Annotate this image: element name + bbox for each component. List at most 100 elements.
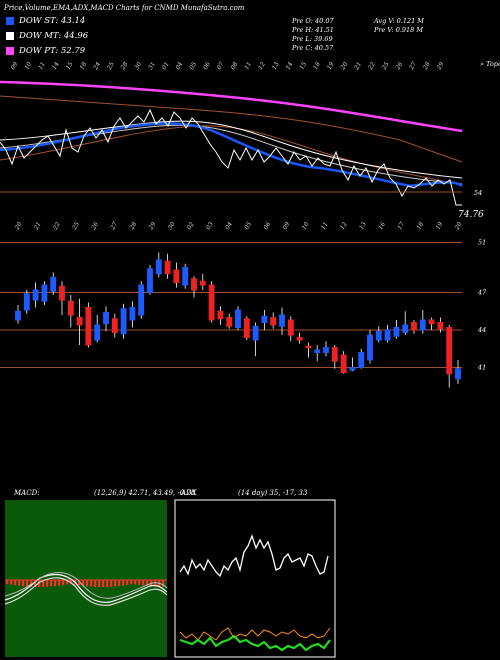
page-title: Price,Volume,EMA,ADX,MACD Charts for CNM…: [4, 4, 245, 12]
macd-bar: [138, 580, 141, 585]
macd-bar: [118, 580, 121, 586]
candle-body: [41, 284, 48, 302]
macd-bar: [126, 580, 129, 585]
macd-signal-line: [4, 577, 168, 606]
candle-body: [419, 319, 426, 331]
lower-date-label: 12: [339, 221, 349, 231]
candle-body: [138, 284, 145, 316]
macd-bar: [122, 580, 125, 586]
adx-di-minus-line: [179, 627, 331, 641]
candle-body: [155, 259, 162, 275]
upper-date-label: 14: [51, 61, 61, 71]
candle-body: [94, 324, 101, 341]
legend-dow-pt: DOW PT: 52.79: [6, 46, 85, 56]
lower-date-label: 11: [320, 221, 330, 231]
upper-date-label: 24: [92, 61, 102, 72]
upper-date-label: 25: [380, 61, 390, 72]
candle-body: [287, 319, 294, 336]
upper-date-label: 14: [285, 61, 295, 71]
lower-date-label: 17: [396, 221, 406, 231]
candle-body: [243, 318, 250, 338]
upper-date-label: 18: [78, 61, 88, 71]
legend-label-pt: DOW PT: 52.79: [19, 46, 86, 56]
candle-body: [455, 368, 461, 380]
price-line: [0, 108, 462, 206]
macd-bar: [70, 580, 73, 585]
macd-bar: [130, 580, 133, 585]
lower-date-label: 10: [301, 221, 311, 231]
lower-date-label: 18: [415, 221, 425, 231]
macd-label: MACD:: [14, 489, 40, 497]
lower-date-labels: 20 21 22 25 26 27 28 29 30 02 03 04 05 06 09 10 11 12 13 16…: [13, 221, 463, 232]
candle-body: [50, 277, 57, 292]
lower-date-label: 05: [243, 221, 253, 231]
stat-pre-low: Pre L: 39.69: [292, 35, 333, 43]
upper-date-label: 22: [366, 61, 376, 72]
upper-date-label: 28: [421, 61, 431, 72]
candle-body: [384, 329, 391, 341]
candle-body: [103, 312, 109, 325]
lower-date-label: 06: [262, 221, 272, 231]
macd-bar: [14, 580, 17, 586]
candle-body: [252, 325, 259, 341]
stat-avg-volume: Avg V: 0.121 M: [374, 17, 424, 25]
upper-date-label: 06: [202, 61, 212, 71]
lower-date-label: 25: [71, 221, 81, 232]
candle-body: [305, 345, 312, 349]
lower-date-label: 20: [453, 221, 463, 232]
candle-body: [208, 284, 215, 321]
macd-bar: [10, 580, 13, 585]
price-level-label: 47: [477, 289, 487, 297]
upper-date-label: 19: [326, 61, 336, 71]
candle-body: [147, 268, 153, 293]
macd-bar: [146, 580, 149, 586]
macd-bar: [46, 580, 49, 587]
top-right-label: » Topa: [480, 60, 500, 68]
candle-body: [296, 337, 303, 341]
macd-bar: [114, 580, 117, 587]
candle-body: [120, 308, 127, 335]
candle-body: [15, 310, 21, 321]
macd-bar: [162, 580, 165, 587]
macd-bar: [66, 580, 69, 585]
upper-date-label: 27: [408, 61, 418, 72]
upper-date-label: 15: [65, 61, 75, 71]
candle-body: [340, 354, 347, 373]
upper-date-label: 25: [105, 61, 115, 72]
right-value-label: 54: [474, 189, 482, 197]
candle-body: [23, 293, 30, 311]
candlestick-chart: 20 21 22 25 26 27 28 29 30 02 03 04 05 06 09 10 11 12 13 16…: [0, 221, 487, 388]
stat-pre-close: Pre C: 40.57: [292, 44, 334, 52]
candle-body: [129, 307, 136, 321]
upper-date-label: 09: [10, 61, 20, 71]
macd-bar: [54, 580, 57, 587]
candle-body: [67, 300, 74, 316]
lower-date-label: 30: [167, 221, 177, 231]
macd-bar: [106, 580, 109, 587]
lower-date-label: 16: [377, 221, 387, 231]
candle-body: [111, 318, 118, 333]
lower-date-label: 29: [147, 221, 157, 232]
lower-date-label: 04: [224, 221, 234, 231]
upper-date-label: 29: [435, 61, 445, 72]
candle-body: [217, 310, 224, 320]
candle-body: [59, 285, 65, 301]
candle-body: [349, 367, 356, 371]
lower-date-label: 02: [186, 221, 196, 231]
lower-date-label: 27: [109, 221, 119, 232]
upper-date-label: 10: [23, 61, 33, 71]
lower-date-label: 22: [51, 221, 61, 232]
candle-body: [226, 317, 233, 327]
legend-label-st: DOW ST: 43.14: [19, 16, 86, 26]
macd-bar: [42, 580, 45, 587]
candle-body: [173, 269, 180, 283]
macd-bar: [110, 580, 113, 587]
ema-band-upper: [0, 95, 463, 163]
candle-body: [375, 330, 382, 341]
adx-label: ADX: [181, 489, 197, 497]
macd-bar: [142, 580, 145, 586]
price-level-label: 44: [477, 326, 486, 334]
upper-date-label: 31: [147, 61, 157, 71]
upper-date-label: 08: [230, 61, 240, 71]
upper-date-label: 18: [312, 61, 322, 71]
